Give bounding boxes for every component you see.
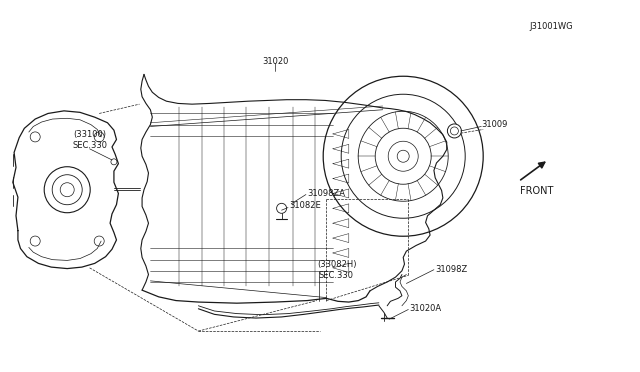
Text: (33082H): (33082H) <box>317 260 357 269</box>
Text: J31001WG: J31001WG <box>530 22 573 31</box>
Text: 31098ZA: 31098ZA <box>307 189 345 198</box>
Text: SEC.330: SEC.330 <box>319 271 354 280</box>
Text: (33100): (33100) <box>73 130 106 139</box>
Text: SEC.330: SEC.330 <box>72 141 107 150</box>
Text: 31020A: 31020A <box>410 304 442 312</box>
Text: 31098Z: 31098Z <box>435 265 467 274</box>
Text: 31020: 31020 <box>262 57 289 66</box>
Text: 31009: 31009 <box>481 121 508 129</box>
Text: FRONT: FRONT <box>520 186 553 196</box>
Circle shape <box>447 124 461 138</box>
Text: 31082E: 31082E <box>289 201 321 210</box>
